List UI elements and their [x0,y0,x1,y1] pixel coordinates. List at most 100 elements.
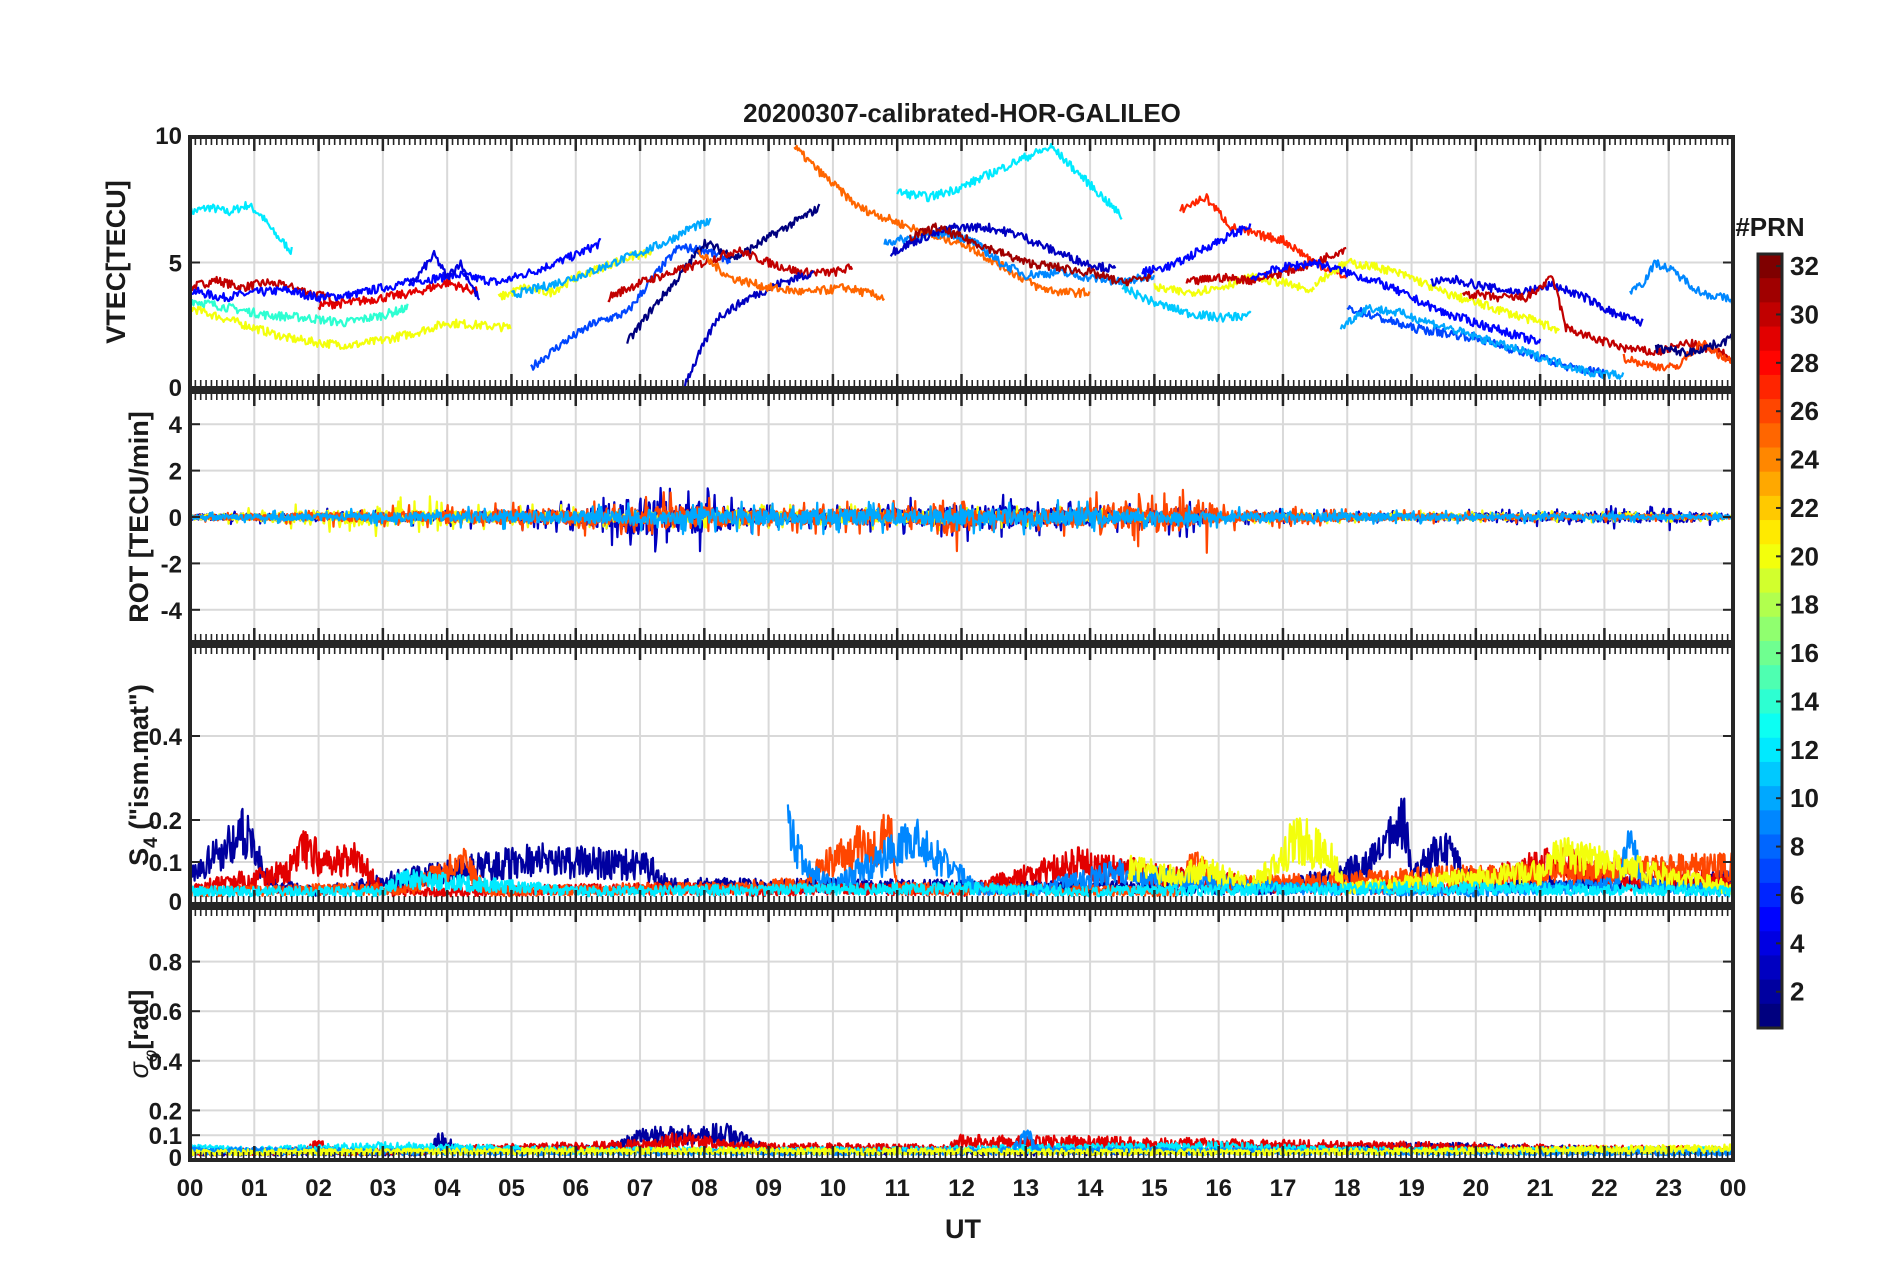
panel-frame [188,135,1735,390]
x-tick-label: 02 [305,1175,332,1202]
colorbar-segment [1758,955,1782,981]
colorbar-segment [1758,665,1782,690]
panel-frame [188,906,1735,1162]
series-group [190,142,1733,387]
y-tick-label: 0.1 [149,1123,182,1150]
series-prn-10 [510,217,712,299]
y-tick-label: 0.4 [149,724,183,751]
x-tick-label: 00 [177,1175,204,1202]
x-tick-label: 00 [1720,1175,1747,1202]
series-prn-14 [190,299,409,328]
x-tick-label: 22 [1591,1175,1618,1202]
panel-sigma: 0.8 0.6 0.4 0.20.10 σφ[rad] [124,906,1735,1172]
colorbar-segment [1758,374,1782,400]
grid [190,137,1733,388]
colorbar-tick-label: 4 [1790,928,1805,958]
series-prn-31 [909,222,1155,288]
series-prn-12 [190,201,293,255]
colorbar-segment [1758,423,1782,449]
y-axis-label-rot: ROT [TECU/min] [124,411,154,622]
colorbar-tick-label: 26 [1790,396,1819,426]
y-tick-label: 10 [155,123,182,150]
series-prn-11 [1121,283,1252,323]
colorbar-segment [1758,326,1782,352]
colorbar-segment [1758,568,1782,594]
series-prn-5 [190,238,602,303]
colorbar-tick-label: 12 [1790,735,1819,765]
x-tick-label: 19 [1398,1175,1425,1202]
panel-frame [188,644,1735,906]
series-prn-4 [407,249,481,301]
colorbar-tick-label: 8 [1790,832,1804,862]
x-tick-label: 12 [948,1175,975,1202]
x-axis: 00 01 02 03 04 05 06 07 08 09 10 11 12 13 14 15 16 17 18 19… [177,1175,1747,1202]
series-prn-20 [1314,257,1561,334]
series-prn-5 [1141,223,1252,278]
x-tick-label: 08 [691,1175,718,1202]
series-prn-20 [190,305,512,350]
colorbar-label: #PRN [1735,212,1804,242]
colorbar-segment [1758,520,1782,545]
series-prn-5 [1249,258,1542,345]
series-prn-1 [1654,333,1733,358]
colorbar-tick-label: 6 [1790,880,1804,910]
colorbar-segment [1758,858,1782,884]
y-tick-label: -2 [161,551,182,578]
series-group [190,486,1733,554]
x-tick-label: 04 [434,1175,461,1202]
grid [190,908,1733,1160]
series-prn-26 [1622,339,1733,372]
colorbar-tick-label: 16 [1790,638,1819,668]
x-tick-label: 20 [1462,1175,1489,1202]
x-tick-label: 03 [370,1175,397,1202]
x-tick-label: 21 [1527,1175,1554,1202]
colorbar-tick-label: 10 [1790,783,1819,813]
y-tick-label: 0 [169,375,182,402]
x-tick-label: 11 [885,1175,910,1202]
y-tick-label: 0.2 [149,808,182,835]
colorbar-tick-label: 18 [1790,590,1819,620]
colorbar-segment [1758,713,1782,739]
series-prn-20 [1127,817,1733,895]
y-tick-label: 5 [169,251,182,278]
panel-frame [188,390,1735,644]
series-prn-20 [1153,272,1316,297]
series-prn-25 [697,249,886,301]
y-tick-label: 0.1 [149,850,182,877]
x-tick-label: 01 [241,1175,268,1202]
colorbar-segment [1758,616,1782,642]
colorbar-tick-label: 14 [1790,686,1819,716]
x-tick-label: 09 [755,1175,782,1202]
colorbar-tick-label: 22 [1790,493,1819,523]
y-tick-label: 0 [169,505,182,532]
series-prn-29 [317,278,479,311]
series-prn-10 [1339,304,1625,380]
series-prn-12 [896,142,1123,220]
y-axis-label-s4: S4 ("ism.mat") [124,684,162,866]
y-axis-label-sigma: σφ[rad] [124,990,162,1079]
y-tick-label: 0.8 [149,950,182,977]
colorbar-segment [1758,907,1782,932]
chart-title: 20200307-calibrated-HOR-GALILEO [743,98,1181,128]
colorbar-segment [1758,471,1782,497]
colorbar: 32 30 28 26 24 22 20 18 16 14 12 10 8 6 4 2 #PRN [1735,212,1819,1030]
x-tick-label: 18 [1334,1175,1361,1202]
colorbar-segment [1758,810,1782,836]
colorbar-tick-label: 20 [1790,541,1819,571]
series-prn-30 [607,246,854,303]
colorbar-segment [1758,278,1782,303]
colorbar-tick-label: 2 [1790,977,1804,1007]
x-tick-label: 16 [1205,1175,1232,1202]
series-prn-9 [1629,259,1733,304]
y-tick-label: 0.6 [149,999,182,1026]
y-tick-label: 0.2 [149,1098,182,1125]
y-tick-label: 0 [169,889,182,916]
series-prn-10 [190,499,1733,536]
x-tick-label: 06 [562,1175,589,1202]
panel-s4: 0.4 0.2 0.1 0 S4 ("ism.mat") [124,644,1735,916]
y-tick-label: 0 [169,1145,182,1172]
y-tick-label: -4 [161,598,183,625]
colorbar-segment [1758,1003,1782,1029]
series-prn-3 [683,269,815,387]
